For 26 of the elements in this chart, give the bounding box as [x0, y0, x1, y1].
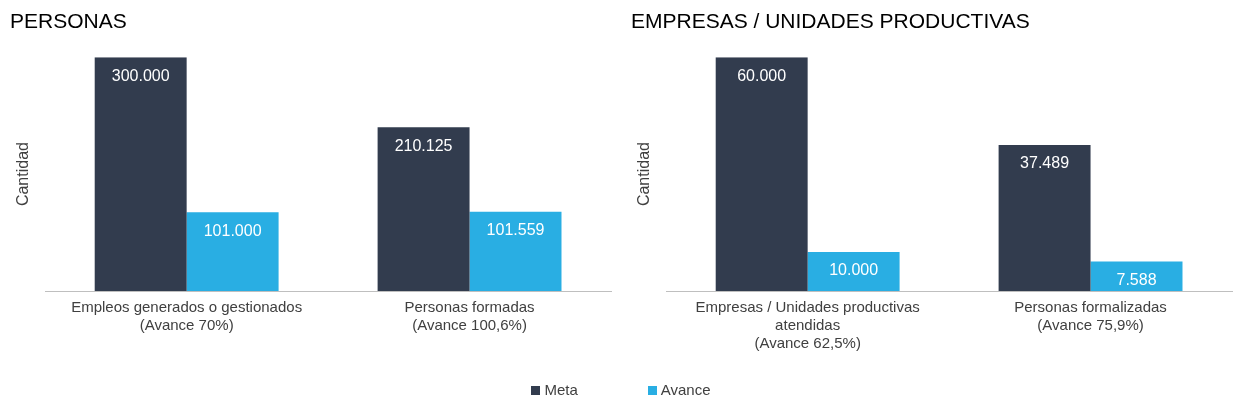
data-label: 10.000	[829, 261, 879, 279]
bar	[469, 211, 562, 291]
bar	[807, 252, 900, 291]
bar	[377, 127, 470, 291]
data-label: 37.489	[1020, 154, 1070, 172]
x-tick-label: Personas formalizadas (Avance 75,9%)	[1014, 298, 1167, 334]
bar	[998, 144, 1091, 291]
data-label: 7.588	[1116, 270, 1157, 288]
x-tick-label: Personas formadas (Avance 100,6%)	[404, 298, 535, 334]
legend-label: Meta	[543, 380, 578, 398]
y-axis-title: Cantidad	[635, 142, 653, 207]
x-tick-label: Empresas / Unidades productivas atendidas (Avance 62,5%)	[695, 298, 920, 352]
bar	[94, 57, 187, 291]
legend-label: Avance	[659, 380, 711, 398]
data-label: 60.000	[737, 66, 787, 84]
bar	[715, 57, 808, 291]
data-label: 300.000	[111, 66, 170, 84]
chart-title: EMPRESAS / UNIDADES PRODUCTIVAS	[631, 9, 1030, 33]
x-tick-label: Empleos generados o gestionados (Avance 70%)	[71, 298, 303, 334]
chart-title: PERSONAS	[10, 9, 127, 33]
data-label: 210.125	[394, 136, 453, 154]
data-label: 101.559	[486, 221, 545, 239]
y-axis-title: Cantidad	[14, 142, 32, 207]
bar	[186, 212, 279, 291]
data-label: 101.000	[203, 221, 262, 239]
bar	[1090, 261, 1183, 291]
